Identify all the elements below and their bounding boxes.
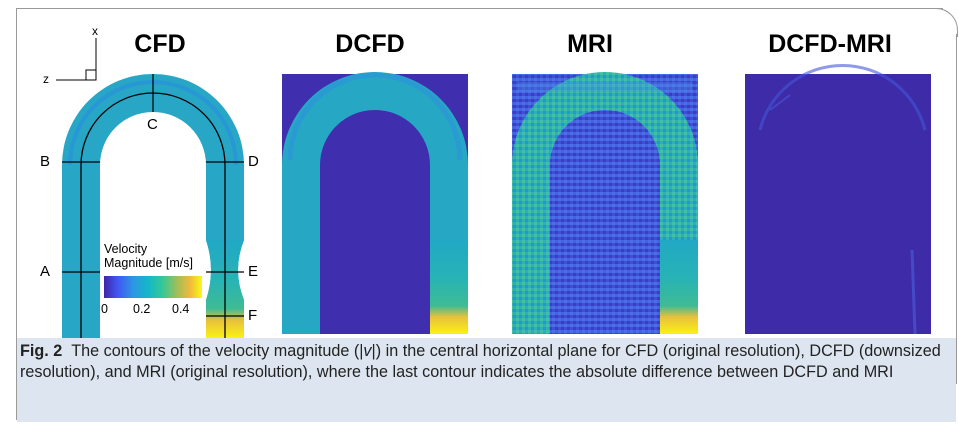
colorbar-tick-02: 0.2 bbox=[133, 302, 151, 316]
panel-title-dcfd-mri: DCFD-MRI bbox=[768, 30, 892, 58]
axis-label-x: x bbox=[92, 24, 98, 38]
panel-title-dcfd: DCFD bbox=[335, 30, 405, 58]
section-label-a: A bbox=[40, 263, 51, 280]
figure-caption: Fig. 2 The contours of the velocity magn… bbox=[20, 341, 945, 383]
figure-frame-right bbox=[956, 34, 957, 384]
panel-title-mri: MRI bbox=[567, 30, 613, 58]
caption-background bbox=[17, 338, 956, 422]
colorbar-tick-04: 0.4 bbox=[172, 302, 190, 316]
figure-frame-top bbox=[16, 8, 943, 9]
colorbar-title-line2: Magnitude [m/s] bbox=[104, 256, 193, 270]
section-label-c: C bbox=[147, 116, 158, 133]
caption-v: v bbox=[363, 342, 372, 360]
caption-text-1: The contours of the velocity magnitude (… bbox=[71, 342, 364, 360]
colorbar-tick-0: 0 bbox=[101, 302, 108, 316]
panel-title-cfd: CFD bbox=[134, 30, 186, 58]
mri-contour bbox=[512, 72, 698, 334]
colorbar-title-line1: Velocity bbox=[104, 242, 148, 256]
section-label-f: F bbox=[248, 307, 258, 324]
figure-graphic bbox=[56, 38, 931, 338]
figure-frame-left bbox=[16, 8, 17, 420]
section-label-d: D bbox=[248, 153, 259, 170]
dcfd-mri-contour bbox=[745, 63, 931, 335]
cfd-contour bbox=[56, 38, 244, 338]
section-label-e: E bbox=[248, 263, 259, 280]
caption-label: Fig. 2 bbox=[20, 342, 63, 360]
section-label-b: B bbox=[40, 153, 51, 170]
dcfd-contour bbox=[282, 72, 468, 334]
caption-text-2: |) in the central horizontal plane for C… bbox=[20, 342, 941, 381]
axis-label-z: z bbox=[43, 72, 49, 86]
